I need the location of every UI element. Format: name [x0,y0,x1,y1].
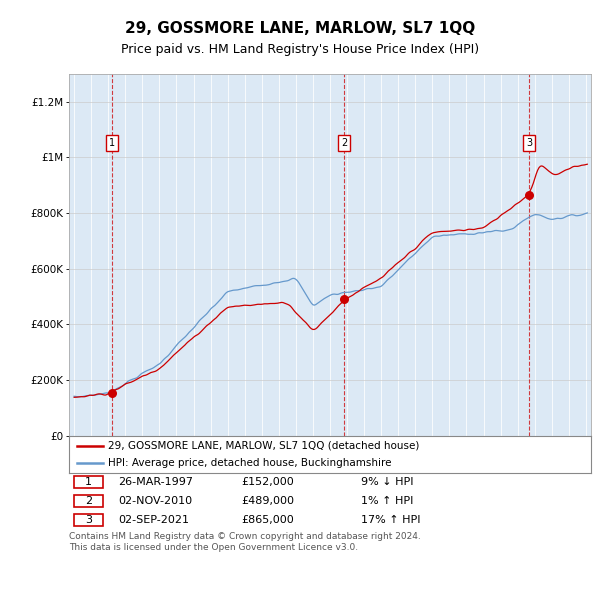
Text: HPI: Average price, detached house, Buckinghamshire: HPI: Average price, detached house, Buck… [108,458,392,468]
Text: £152,000: £152,000 [241,477,294,487]
Text: 29, GOSSMORE LANE, MARLOW, SL7 1QQ: 29, GOSSMORE LANE, MARLOW, SL7 1QQ [125,21,475,35]
Text: 02-NOV-2010: 02-NOV-2010 [119,496,193,506]
Text: 17% ↑ HPI: 17% ↑ HPI [361,515,421,525]
Text: £865,000: £865,000 [241,515,294,525]
Text: 26-MAR-1997: 26-MAR-1997 [119,477,194,487]
Text: 1% ↑ HPI: 1% ↑ HPI [361,496,413,506]
FancyBboxPatch shape [74,514,103,526]
Point [107,389,117,398]
Text: 2: 2 [341,138,347,148]
Text: Price paid vs. HM Land Registry's House Price Index (HPI): Price paid vs. HM Land Registry's House … [121,43,479,56]
Text: 3: 3 [526,138,532,148]
Text: £489,000: £489,000 [241,496,294,506]
Text: Contains HM Land Registry data © Crown copyright and database right 2024.
This d: Contains HM Land Registry data © Crown c… [69,532,421,552]
FancyBboxPatch shape [74,476,103,489]
FancyBboxPatch shape [74,495,103,507]
Point [340,295,349,304]
Text: 2: 2 [85,496,92,506]
Point [524,190,534,199]
Text: 29, GOSSMORE LANE, MARLOW, SL7 1QQ (detached house): 29, GOSSMORE LANE, MARLOW, SL7 1QQ (deta… [108,441,419,451]
Text: 1: 1 [85,477,92,487]
Text: 3: 3 [85,515,92,525]
Text: 1: 1 [109,138,115,148]
Text: 9% ↓ HPI: 9% ↓ HPI [361,477,414,487]
Text: 02-SEP-2021: 02-SEP-2021 [119,515,190,525]
